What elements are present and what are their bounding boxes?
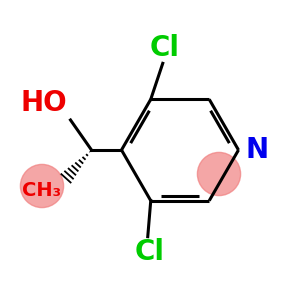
Circle shape	[20, 164, 64, 208]
Circle shape	[197, 152, 241, 196]
Text: CH₃: CH₃	[22, 182, 62, 200]
Text: Cl: Cl	[149, 34, 179, 62]
Text: Cl: Cl	[134, 238, 164, 266]
Text: N: N	[246, 136, 269, 164]
Text: HO: HO	[21, 89, 68, 117]
